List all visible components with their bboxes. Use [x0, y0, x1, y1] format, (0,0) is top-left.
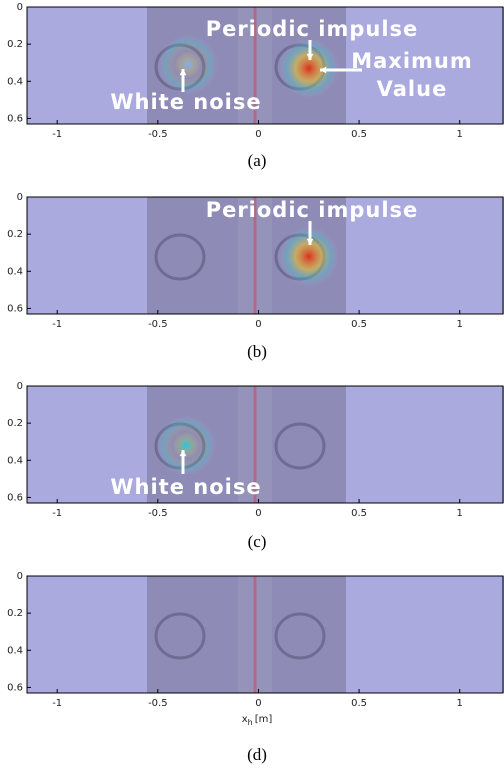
y-tick-label: 0.6 [7, 682, 23, 693]
annotation: Maximum [351, 49, 473, 73]
x-tick-label: 0.5 [351, 319, 367, 330]
annotation-arrowhead [179, 450, 187, 457]
annotation-arrowhead [306, 238, 314, 245]
caption: (c) [248, 532, 267, 551]
photo-part [154, 612, 206, 660]
plot-frame [26, 196, 504, 315]
x-tick-label: -1 [52, 698, 62, 709]
y-tick-label: 0.6 [7, 113, 23, 124]
source-spot [158, 34, 219, 95]
plot-frame [26, 575, 504, 694]
x-tick-label: -0.5 [148, 319, 168, 330]
y-tick-label: 0.6 [7, 303, 23, 314]
x-tick-label: 0.5 [351, 129, 367, 140]
x-tick-label: -1 [52, 129, 62, 140]
x-tick-label: -0.5 [148, 508, 168, 519]
y-tick-label: 0 [17, 381, 23, 392]
y-tick-label: 0 [17, 192, 23, 203]
annotation: Value [377, 77, 448, 101]
y-tick-label: 0.2 [7, 608, 23, 619]
x-tick-label: 0 [255, 698, 261, 709]
x-tick-label: 1 [457, 698, 463, 709]
annotation-arrowhead [179, 69, 187, 76]
x-tick-label: 0 [255, 319, 261, 330]
source-spot [278, 226, 339, 287]
panel: -1 -0.5 0 0.5 1 0 0.2 0.4 0.6 White noise (c) [7, 381, 504, 551]
source-spot [278, 38, 339, 99]
x-tick-label: 0 [255, 129, 261, 140]
x-axis-label: xh [m] [242, 714, 273, 727]
annotation-arrowhead [306, 53, 314, 60]
y-tick-label: 0 [17, 571, 23, 582]
annotation-arrowhead [320, 66, 327, 74]
x-tick-label: 1 [457, 508, 463, 519]
annotation: Periodic impulse [206, 17, 419, 41]
annotation: White noise [110, 90, 261, 114]
annotation: Periodic impulse [206, 198, 419, 222]
panel: -1 -0.5 0 0.5 1 0 0.2 0.4 0.6 xh [m] (d) [7, 571, 504, 764]
x-tick-label: 0 [255, 508, 261, 519]
x-tick-label: -0.5 [148, 129, 168, 140]
x-tick-label: -1 [52, 508, 62, 519]
y-tick-label: 0.4 [7, 76, 23, 87]
caption: (d) [247, 745, 267, 764]
y-tick-label: 0.4 [7, 266, 23, 277]
x-tick-label: -1 [52, 319, 62, 330]
annotation: White noise [110, 475, 261, 499]
y-tick-label: 0 [17, 2, 23, 13]
plot-frame [26, 6, 504, 125]
y-tick-label: 0.2 [7, 418, 23, 429]
photo-part [274, 422, 326, 470]
caption: (a) [248, 151, 267, 170]
x-tick-label: -0.5 [148, 698, 168, 709]
panel: -1 -0.5 0 0.5 1 0 0.2 0.4 0.6 Periodic impulse Max… [7, 2, 504, 170]
y-tick-label: 0.2 [7, 229, 23, 240]
panel: -1 -0.5 0 0.5 1 0 0.2 0.4 0.6 Periodic impulse (b) [7, 192, 504, 361]
source-spot [156, 415, 216, 476]
photo-part [154, 233, 206, 281]
x-axis-label-part: x [242, 714, 248, 725]
x-tick-label: 1 [457, 319, 463, 330]
caption: (b) [247, 342, 267, 361]
plot-frame [26, 385, 504, 504]
y-tick-label: 0.2 [7, 39, 23, 50]
photo-part [274, 612, 326, 660]
y-tick-label: 0.4 [7, 455, 23, 466]
x-tick-label: 0.5 [351, 508, 367, 519]
x-tick-label: 1 [457, 129, 463, 140]
x-tick-label: 0.5 [351, 698, 367, 709]
y-tick-label: 0.4 [7, 645, 23, 656]
x-axis-label-part: h [248, 718, 253, 727]
y-tick-label: 0.6 [7, 492, 23, 503]
x-axis-label-part: [m] [255, 714, 273, 725]
